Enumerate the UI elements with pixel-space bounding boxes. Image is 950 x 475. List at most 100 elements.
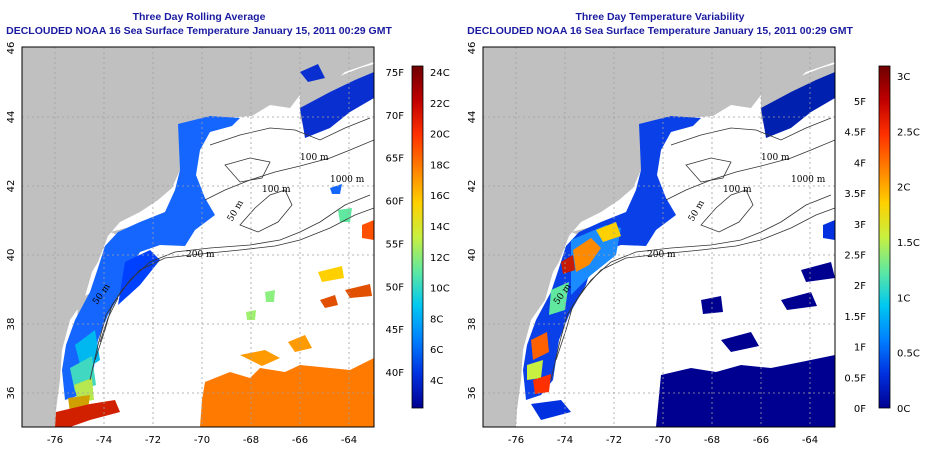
panel-left-title: Three Day Rolling Average <box>133 11 266 23</box>
colorbar-left-f-labels: 75F 70F 65F 60F 55F 50F 45F 40F <box>386 68 405 379</box>
colorbar-label: 0.5F <box>844 373 866 384</box>
colorbar-label: 40F <box>386 368 405 379</box>
y-tick: 46 <box>467 42 478 55</box>
x-tick: -72 <box>145 435 161 446</box>
y-tick: 36 <box>467 387 478 400</box>
x-tick: -76 <box>508 435 524 446</box>
y-tick: 44 <box>6 111 17 124</box>
panel-left: Three Day Rolling Average DECLOUDED NOAA… <box>6 11 450 446</box>
sst-data <box>55 64 374 427</box>
x-axis-right: -76 -74 -72 -70 -68 -66 -64 <box>508 435 818 446</box>
y-tick: 42 <box>467 180 478 193</box>
colorbar-label: 14C <box>430 222 450 233</box>
y-tick: 42 <box>6 180 17 193</box>
isobath-label: 100 m <box>300 153 329 163</box>
grid-left <box>22 47 374 427</box>
x-tick: -72 <box>606 435 622 446</box>
colorbar-label: 65F <box>386 154 405 165</box>
colorbar-label: 18C <box>430 160 450 171</box>
isobath-label: 100 m <box>262 185 291 195</box>
colorbar-label: 1.5C <box>897 238 920 249</box>
colorbar-label: 3.5F <box>844 189 866 200</box>
colorbar-label: 50F <box>386 282 405 293</box>
colorbar-right-f-labels: 5F 4.5F 4F 3.5F 3F 2.5F 2F 1.5F 1F 0.5F 0F <box>844 97 866 415</box>
colorbar-label: 24C <box>430 68 450 79</box>
y-tick: 46 <box>6 42 17 55</box>
map-right <box>483 47 835 427</box>
x-axis-left: -76 -74 -72 -70 -68 -66 -64 <box>47 435 357 446</box>
x-tick: -70 <box>655 435 671 446</box>
x-tick: -66 <box>292 435 308 446</box>
isobath-label: 100 m <box>761 153 790 163</box>
colorbar-label: 20C <box>430 130 450 141</box>
colorbar-label: 2.5C <box>897 127 920 138</box>
colorbar-left-ramp <box>411 65 424 409</box>
x-tick: -64 <box>341 435 357 446</box>
colorbar-label: 2.5F <box>844 251 866 262</box>
isobaths <box>550 117 835 381</box>
x-tick: -68 <box>704 435 720 446</box>
colorbar-right-ramp <box>878 65 891 409</box>
colorbar-label: 2C <box>897 183 910 194</box>
colorbar-label: 5F <box>854 97 866 108</box>
colorbar-label: 2F <box>854 281 866 292</box>
colorbar-label: 12C <box>430 253 450 264</box>
y-tick: 40 <box>467 249 478 262</box>
x-tick: -64 <box>802 435 818 446</box>
colorbar-label: 16C <box>430 191 450 202</box>
x-tick: -68 <box>243 435 259 446</box>
y-tick: 40 <box>6 249 17 262</box>
panel-left-subtitle: DECLOUDED NOAA 16 Sea Surface Temperatur… <box>6 25 392 37</box>
y-tick: 38 <box>6 318 17 331</box>
x-tick: -70 <box>194 435 210 446</box>
colorbar-left: 75F 70F 65F 60F 55F 50F 45F 40F 24C 22C 20C 18C 16C… <box>386 65 450 409</box>
panel-right-title: Three Day Temperature Variability <box>575 11 744 23</box>
colorbar-label: 1C <box>897 293 910 304</box>
y-axis-left: 36 38 40 42 44 46 <box>6 42 17 400</box>
y-tick: 36 <box>6 387 17 400</box>
map-left <box>22 47 374 427</box>
y-axis-right: 36 38 40 42 44 46 <box>467 42 478 400</box>
colorbar-label: 75F <box>386 68 405 79</box>
x-tick: -66 <box>753 435 769 446</box>
land-mainland <box>483 47 835 427</box>
colorbar-label: 10C <box>430 284 450 295</box>
isobath-label: 1000 m <box>330 175 365 185</box>
colorbar-label: 0C <box>897 404 910 415</box>
isobath-label: 200 m <box>186 250 215 260</box>
colorbar-label: 8C <box>430 314 443 325</box>
colorbar-label: 60F <box>386 197 405 208</box>
colorbar-label: 4F <box>854 158 866 169</box>
colorbar-label: 3F <box>854 220 866 231</box>
colorbar-right: 5F 4.5F 4F 3.5F 3F 2.5F 2F 1.5F 1F 0.5F 0F 3C 2.5C 2… <box>844 65 920 415</box>
isobath-label: 200 m <box>647 250 676 260</box>
colorbar-label: 1.5F <box>844 312 866 323</box>
colorbar-label: 1F <box>854 343 866 354</box>
colorbar-label: 0.5C <box>897 349 920 360</box>
panel-right: Three Day Temperature Variability DECLOU… <box>467 11 920 446</box>
grid-right <box>483 47 835 427</box>
map-frame <box>21 46 375 428</box>
x-tick: -76 <box>47 435 63 446</box>
map-frame <box>482 46 836 428</box>
variability-data <box>523 72 835 427</box>
y-tick: 44 <box>467 111 478 124</box>
x-tick: -74 <box>557 435 573 446</box>
colorbar-label: 22C <box>430 99 450 110</box>
colorbar-label: 3C <box>897 72 910 83</box>
colorbar-label: 0F <box>854 404 866 415</box>
isobaths <box>89 117 374 381</box>
colorbar-label: 70F <box>386 111 405 122</box>
isobath-label: 1000 m <box>791 175 826 185</box>
y-tick: 38 <box>467 318 478 331</box>
panel-right-subtitle: DECLOUDED NOAA 16 Sea Surface Temperatur… <box>467 25 853 37</box>
colorbar-right-c-labels: 3C 2.5C 2C 1.5C 1C 0.5C 0C <box>897 72 920 415</box>
land-mainland <box>22 47 374 427</box>
colorbar-label: 4.5F <box>844 128 866 139</box>
isobath-label: 100 m <box>723 185 752 195</box>
colorbar-label: 4C <box>430 376 443 387</box>
colorbar-label: 6C <box>430 345 443 356</box>
x-tick: -74 <box>96 435 112 446</box>
colorbar-label: 45F <box>386 325 405 336</box>
